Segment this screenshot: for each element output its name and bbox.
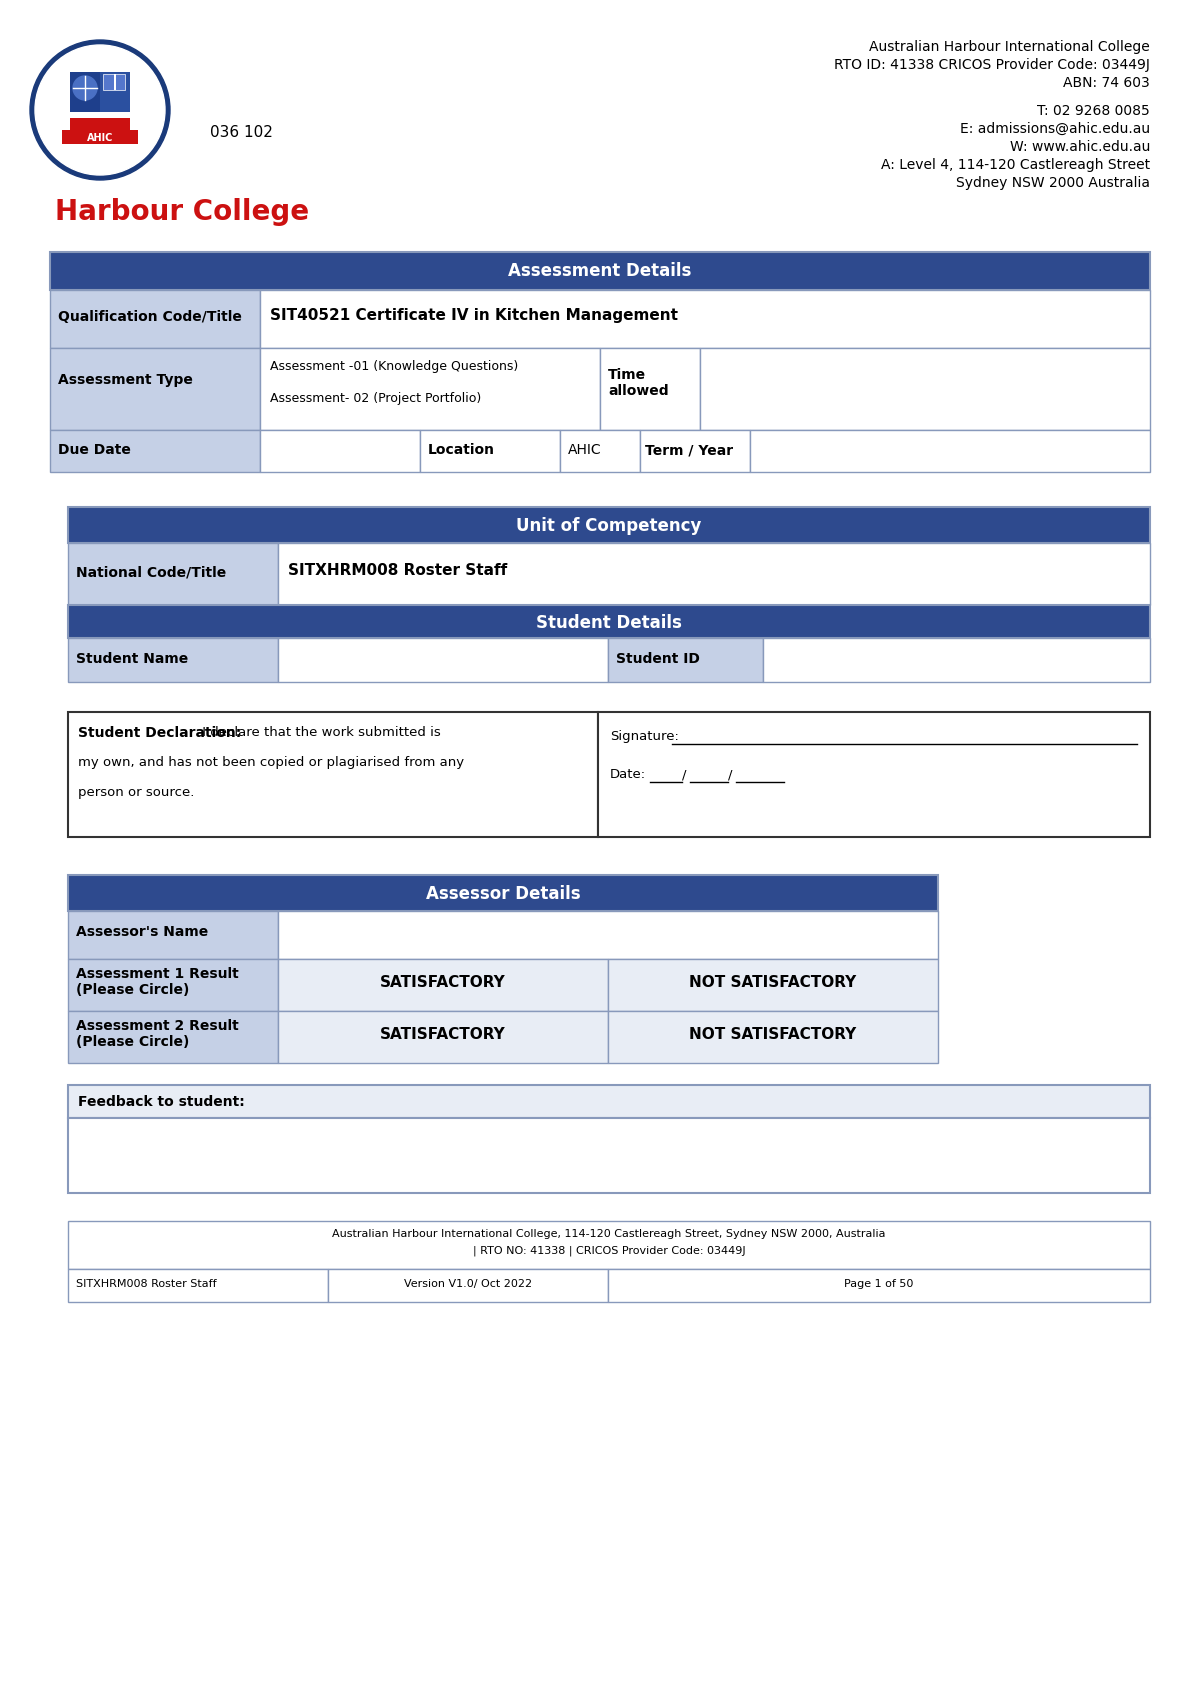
Bar	[68, 1118, 1150, 1192]
Bar	[68, 638, 278, 682]
Bar	[70, 112, 130, 141]
Bar	[278, 958, 608, 1011]
Text: Due Date: Due Date	[58, 443, 131, 456]
Bar	[260, 348, 600, 431]
Text: SIT40521 Certificate IV in Kitchen Management: SIT40521 Certificate IV in Kitchen Manag…	[270, 309, 678, 322]
Circle shape	[30, 41, 170, 180]
Text: Feedback to student:: Feedback to student:	[78, 1096, 245, 1109]
Bar	[68, 1269, 328, 1303]
Circle shape	[73, 76, 97, 100]
Bar	[278, 638, 608, 682]
Bar	[68, 605, 1150, 638]
Text: Assessment -01 (Knowledge Questions): Assessment -01 (Knowledge Questions)	[270, 360, 518, 373]
Bar	[50, 290, 260, 348]
Text: W: www.ahic.edu.au: W: www.ahic.edu.au	[1009, 141, 1150, 154]
Text: Qualification Code/Title: Qualification Code/Title	[58, 310, 242, 324]
Text: Student Declaration:: Student Declaration:	[78, 726, 241, 739]
Bar	[70, 71, 100, 112]
Bar	[68, 1085, 1150, 1118]
Bar	[560, 431, 640, 471]
Text: E: admissions@ahic.edu.au: E: admissions@ahic.edu.au	[960, 122, 1150, 136]
Text: Assessment- 02 (Project Portfolio): Assessment- 02 (Project Portfolio)	[270, 392, 481, 405]
Bar	[598, 712, 1150, 838]
Text: ABN: 74 603: ABN: 74 603	[1063, 76, 1150, 90]
Bar	[420, 431, 560, 471]
Text: AHIC: AHIC	[568, 443, 601, 456]
Bar	[103, 75, 125, 90]
Bar	[608, 1269, 1150, 1303]
Bar	[50, 348, 260, 431]
Bar	[62, 131, 138, 144]
Text: Page 1 of 50: Page 1 of 50	[845, 1279, 913, 1289]
Text: Assessor Details: Assessor Details	[426, 885, 581, 902]
Text: Assessor's Name: Assessor's Name	[76, 924, 209, 940]
Text: NOT SATISFACTORY: NOT SATISFACTORY	[689, 975, 857, 990]
Text: Australian Harbour International College, 114-120 Castlereagh Street, Sydney NSW: Australian Harbour International College…	[332, 1230, 886, 1240]
Bar	[70, 112, 130, 119]
Text: Student Name: Student Name	[76, 651, 188, 667]
Bar	[260, 431, 420, 471]
Bar	[70, 71, 130, 112]
Text: I declare that the work submitted is: I declare that the work submitted is	[198, 726, 440, 739]
Bar	[68, 875, 938, 911]
Text: SITXHRM008 Roster Staff: SITXHRM008 Roster Staff	[288, 563, 508, 578]
Bar	[328, 1269, 608, 1303]
Bar	[608, 1011, 938, 1063]
Bar	[114, 75, 116, 90]
Text: Assessment 1 Result
(Please Circle): Assessment 1 Result (Please Circle)	[76, 967, 239, 997]
Text: Location: Location	[428, 443, 496, 456]
Text: Harbour College: Harbour College	[55, 198, 310, 226]
Bar	[600, 348, 700, 431]
Text: Student ID: Student ID	[616, 651, 700, 667]
Bar	[68, 958, 278, 1011]
Text: person or source.: person or source.	[78, 785, 194, 799]
Bar	[68, 1011, 278, 1063]
Text: AHIC: AHIC	[86, 132, 113, 142]
Text: RTO ID: 41338 CRICOS Provider Code: 03449J: RTO ID: 41338 CRICOS Provider Code: 0344…	[834, 58, 1150, 71]
Bar	[640, 431, 750, 471]
Bar	[260, 290, 1150, 348]
Text: Assessment 2 Result
(Please Circle): Assessment 2 Result (Please Circle)	[76, 1019, 239, 1050]
Text: /: /	[728, 768, 732, 780]
Text: Australian Harbour International College: Australian Harbour International College	[869, 41, 1150, 54]
Text: Signature:: Signature:	[610, 729, 679, 743]
Bar	[68, 507, 1150, 543]
Text: Term / Year: Term / Year	[646, 443, 733, 456]
Bar	[700, 348, 1150, 431]
Text: Assessment Details: Assessment Details	[509, 261, 691, 280]
Bar	[50, 431, 260, 471]
Bar	[68, 543, 278, 605]
Text: A: Level 4, 114-120 Castlereagh Street: A: Level 4, 114-120 Castlereagh Street	[881, 158, 1150, 171]
Text: Student Details: Student Details	[536, 614, 682, 633]
Text: Version V1.0/ Oct 2022: Version V1.0/ Oct 2022	[404, 1279, 532, 1289]
Bar	[608, 638, 763, 682]
Circle shape	[35, 46, 166, 175]
Bar	[750, 431, 1150, 471]
Text: | RTO NO: 41338 | CRICOS Provider Code: 03449J: | RTO NO: 41338 | CRICOS Provider Code: …	[473, 1245, 745, 1255]
Text: SATISFACTORY: SATISFACTORY	[380, 1028, 506, 1041]
Bar	[68, 712, 598, 838]
Text: NOT SATISFACTORY: NOT SATISFACTORY	[689, 1028, 857, 1041]
Bar	[278, 911, 938, 958]
Bar	[278, 1011, 608, 1063]
Text: Unit of Competency: Unit of Competency	[516, 517, 702, 534]
Bar	[50, 253, 1150, 290]
Text: SITXHRM008 Roster Staff: SITXHRM008 Roster Staff	[76, 1279, 217, 1289]
Bar	[763, 638, 1150, 682]
Text: Time
allowed: Time allowed	[608, 368, 668, 399]
Text: Assessment Type: Assessment Type	[58, 373, 193, 387]
Text: SATISFACTORY: SATISFACTORY	[380, 975, 506, 990]
Bar	[278, 543, 1150, 605]
Text: 036 102: 036 102	[210, 126, 272, 141]
Bar	[68, 1221, 1150, 1269]
Text: Date:: Date:	[610, 768, 646, 780]
Bar	[608, 958, 938, 1011]
Text: /: /	[682, 768, 686, 780]
Text: T: 02 9268 0085: T: 02 9268 0085	[1037, 103, 1150, 119]
Text: my own, and has not been copied or plagiarised from any: my own, and has not been copied or plagi…	[78, 756, 464, 768]
Text: Sydney NSW 2000 Australia: Sydney NSW 2000 Australia	[956, 176, 1150, 190]
Bar	[68, 911, 278, 958]
Text: National Code/Title: National Code/Title	[76, 565, 227, 578]
